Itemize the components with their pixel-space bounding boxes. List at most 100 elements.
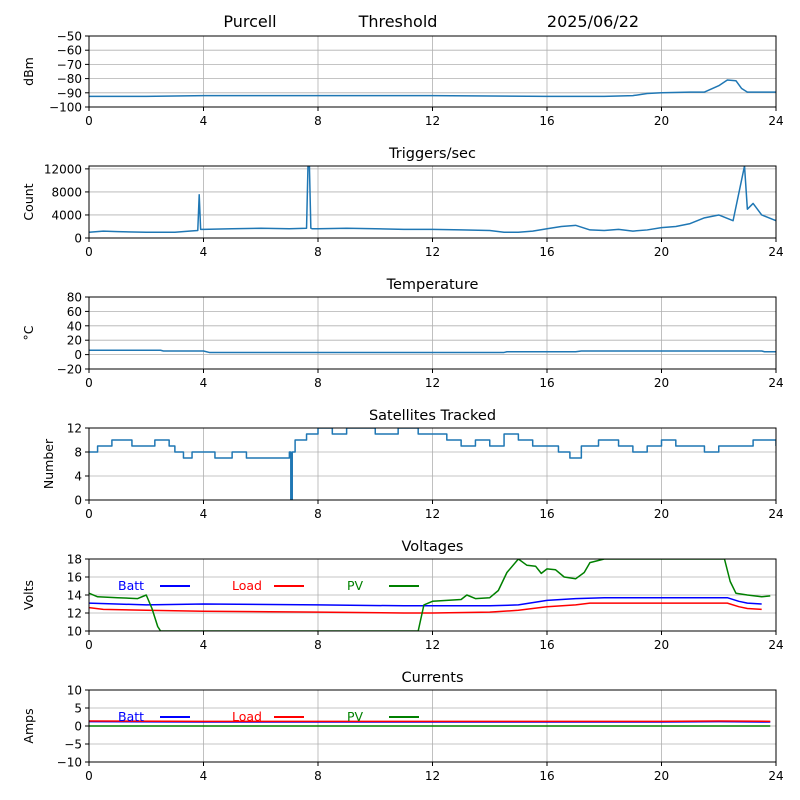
x-tick-label: 24 xyxy=(768,114,783,128)
y-tick-label: 80 xyxy=(67,291,82,305)
y-axis-label: Amps xyxy=(21,708,36,743)
y-tick-label: 0 xyxy=(74,720,82,734)
y-axis-label: Volts xyxy=(21,580,36,610)
x-tick-label: 0 xyxy=(85,376,93,390)
y-tick-label: −10 xyxy=(57,756,82,770)
x-tick-label: 12 xyxy=(425,114,440,128)
x-tick-label: 20 xyxy=(654,376,669,390)
x-tick-label: 16 xyxy=(539,638,554,652)
x-tick-label: 8 xyxy=(314,638,322,652)
y-tick-label: 18 xyxy=(67,553,82,567)
panel-4: 0 4 8 12 16 20 24 10 12 14 16 18 Voltages Volts Batt Lo… xyxy=(21,539,784,652)
panel-3: 0 4 8 12 16 20 24 0 4 8 12 Satellites Tracked Number xyxy=(41,408,784,521)
series-line-load xyxy=(89,602,762,614)
y-tick-label: 14 xyxy=(67,589,82,603)
x-tick-label: 0 xyxy=(85,245,93,259)
y-axis-label: Number xyxy=(41,438,56,489)
x-tick-label: 20 xyxy=(654,507,669,521)
y-tick-label: 12000 xyxy=(44,162,82,176)
y-tick-label: 8000 xyxy=(51,185,82,199)
panel-5: 0 4 8 12 16 20 24 −10 −5 0 5 10 Currents Amps Batt Load… xyxy=(21,670,784,783)
y-tick-label: 8 xyxy=(74,446,82,460)
x-tick-label: 16 xyxy=(539,376,554,390)
y-tick-label: 12 xyxy=(67,422,82,436)
y-tick-label: 0 xyxy=(74,232,82,246)
x-tick-label: 8 xyxy=(314,245,322,259)
y-axis-label: °C xyxy=(21,325,36,340)
x-tick-label: 4 xyxy=(200,638,208,652)
x-tick-label: 8 xyxy=(314,376,322,390)
x-tick-label: 4 xyxy=(200,245,208,259)
header-label: Threshold xyxy=(358,12,438,31)
y-tick-label: 0 xyxy=(74,494,82,508)
y-tick-label: 60 xyxy=(67,305,82,319)
y-tick-label: 10 xyxy=(67,684,82,698)
y-tick-label: −100 xyxy=(49,101,82,115)
legend-label-pv: PV xyxy=(347,709,364,724)
series-line-0 xyxy=(89,79,776,98)
x-tick-label: 24 xyxy=(768,376,783,390)
x-tick-label: 12 xyxy=(425,245,440,259)
panel-title: Voltages xyxy=(402,539,464,555)
x-tick-label: 0 xyxy=(85,638,93,652)
series-line-2 xyxy=(89,349,776,354)
x-tick-label: 16 xyxy=(539,769,554,783)
x-tick-label: 0 xyxy=(85,769,93,783)
y-tick-label: 0 xyxy=(74,348,82,362)
x-tick-label: 12 xyxy=(425,376,440,390)
panel-0: 0 4 8 12 16 20 24 −100−90−80−70−60−50 dBm xyxy=(21,30,784,129)
header-site: Purcell xyxy=(223,12,276,31)
x-tick-label: 12 xyxy=(425,507,440,521)
x-tick-label: 4 xyxy=(200,376,208,390)
y-axis-label: Count xyxy=(21,183,36,220)
y-tick-label: 5 xyxy=(74,702,82,716)
y-tick-label: 16 xyxy=(67,571,82,585)
y-tick-label: −80 xyxy=(57,72,82,86)
y-tick-label: −90 xyxy=(57,86,82,100)
y-tick-label: −5 xyxy=(64,738,82,752)
x-tick-label: 16 xyxy=(539,245,554,259)
panel-title: Temperature xyxy=(386,277,479,293)
legend-label-batt: Batt xyxy=(118,578,144,593)
x-tick-label: 8 xyxy=(314,769,322,783)
panel-title: Satellites Tracked xyxy=(369,408,496,424)
x-tick-label: 8 xyxy=(314,507,322,521)
x-tick-label: 24 xyxy=(768,769,783,783)
x-tick-label: 12 xyxy=(425,769,440,783)
y-tick-label: −60 xyxy=(57,44,82,58)
x-tick-label: 20 xyxy=(654,769,669,783)
x-tick-label: 24 xyxy=(768,507,783,521)
y-tick-label: 10 xyxy=(67,625,82,639)
y-tick-label: 4000 xyxy=(51,208,82,222)
panel-title: Triggers/sec xyxy=(388,146,476,162)
y-tick-label: −50 xyxy=(57,30,82,44)
series-line-batt xyxy=(89,596,762,607)
legend-label-load: Load xyxy=(232,709,262,724)
series-line-3 xyxy=(89,428,776,500)
y-tick-label: −20 xyxy=(57,363,82,377)
x-tick-label: 20 xyxy=(654,114,669,128)
x-tick-label: 16 xyxy=(539,114,554,128)
y-tick-label: 4 xyxy=(74,470,82,484)
x-tick-label: 12 xyxy=(425,638,440,652)
y-axis-label: dBm xyxy=(21,57,36,86)
x-tick-label: 20 xyxy=(654,245,669,259)
x-tick-label: 24 xyxy=(768,245,783,259)
x-tick-label: 20 xyxy=(654,638,669,652)
y-tick-label: −70 xyxy=(57,58,82,72)
header-date: 2025/06/22 xyxy=(547,12,639,31)
series-line-1 xyxy=(89,166,776,233)
x-tick-label: 4 xyxy=(200,507,208,521)
x-tick-label: 16 xyxy=(539,507,554,521)
legend-label-batt: Batt xyxy=(118,709,144,724)
x-tick-label: 0 xyxy=(85,114,93,128)
x-tick-label: 24 xyxy=(768,638,783,652)
legend-label-pv: PV xyxy=(347,578,364,593)
panel-1: 0 4 8 12 16 20 24 0 4000 8000 12000 Triggers/sec Cou… xyxy=(21,146,784,259)
x-tick-label: 8 xyxy=(314,114,322,128)
x-tick-label: 4 xyxy=(200,769,208,783)
panel-title: Currents xyxy=(401,670,463,686)
